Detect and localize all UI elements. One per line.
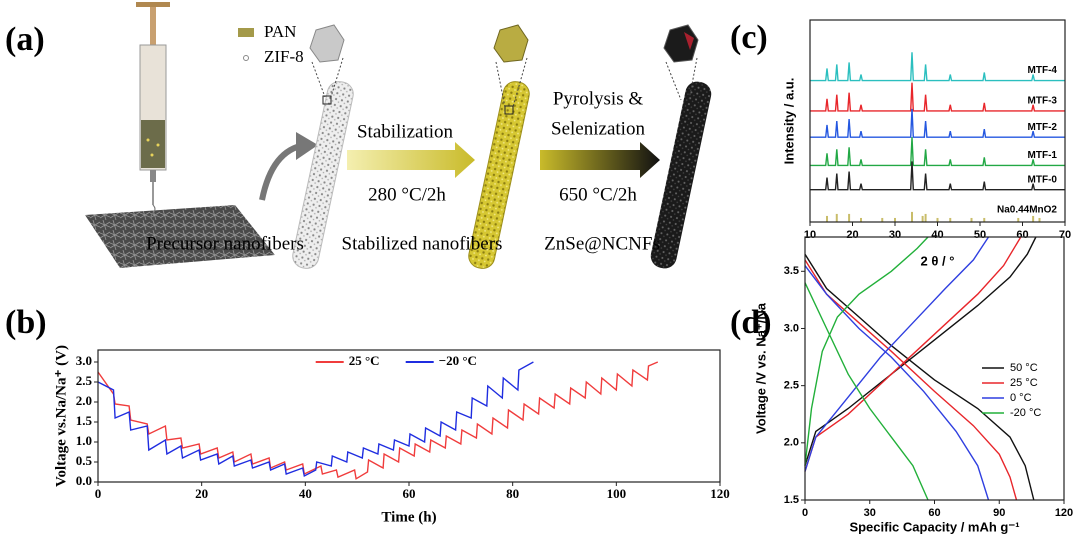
x-tick-label: 40 [931,229,943,241]
legend-label: 25 °C [1010,377,1038,389]
legend-label: 25 °C [349,353,380,368]
step-label: ZnSe@NCNFs [544,233,660,254]
x-tick-label: 20 [195,486,208,501]
x-tick-label: 30 [864,507,876,519]
arrow-label: Pyrolysis & [553,88,643,109]
plot-frame [98,350,720,482]
y-tick-label: 2.5 [784,380,799,392]
x-axis-label: 2 θ / ° [921,253,955,268]
x-tick-label: 120 [1055,507,1073,519]
syringe [136,2,170,221]
series-line [98,362,533,476]
zif-icon [244,56,249,61]
figure: (a) PAN ZIF-8 Stabilization 280 °C/2h P [0,0,1075,538]
series-label: Na0.44MnO2 [997,205,1057,216]
y-tick-label: 3.5 [784,265,799,277]
series-label: MTF-4 [1028,65,1058,76]
znse-crystal [664,25,698,62]
series-label: MTF-2 [1028,122,1058,133]
legend-label: -20 °C [1010,407,1041,419]
x-axis-label: Specific Capacity / mAh g⁻¹ [849,519,1019,534]
arrow-label: Selenization [551,118,645,139]
panel-label: (b) [5,304,47,341]
y-tick-label: 2.0 [76,393,92,408]
panel-label: (c) [730,19,768,56]
arrow-label: Stabilization [357,121,454,142]
arrow [540,142,660,178]
x-tick-label: 100 [607,486,627,501]
x-tick-label: 120 [710,486,730,501]
x-tick-label: 80 [506,486,519,501]
y-tick-label: 0.5 [76,453,93,468]
x-tick-label: 70 [1059,229,1071,241]
x-tick-label: 60 [928,507,940,519]
legend-label: 0 °C [1010,392,1032,404]
legend-label: −20 °C [439,353,477,368]
x-tick-label: 50 [974,229,986,241]
panel-label: (a) [5,21,45,58]
legend-label: 50 °C [1010,362,1038,374]
arrow [347,142,475,178]
x-tick-label: 10 [804,229,816,241]
series-label: MTF-0 [1028,174,1058,185]
x-tick-label: 40 [299,486,312,501]
y-tick-label: 1.5 [76,413,93,428]
chart: (b) 0 20 40 60 80 100 120 0.0 0.5 1.0 1.5 2.0 2.5 3.0 T… [5,304,730,526]
y-axis-label: Intensity / a.u. [781,78,796,165]
x-tick-label: 0 [802,507,808,519]
arrow-condition: 650 °C/2h [559,184,637,205]
panel-a: (a) PAN ZIF-8 Stabilization 280 °C/2h P [5,2,713,271]
y-tick-label: 2.5 [76,373,93,388]
x-tick-label: 60 [403,486,416,501]
x-tick-label: 0 [95,486,102,501]
legend-label: PAN [264,22,296,41]
y-tick-label: 2.0 [784,437,799,449]
legend-label: ZIF-8 [264,47,304,66]
y-tick-label: 3.0 [76,353,92,368]
y-tick-label: 0.0 [76,473,92,488]
chart: (c) 10 20 30 40 50 60 70 2 θ / ° Intensity / a.u.… [730,19,1071,269]
x-tick-label: 20 [846,229,858,241]
y-axis-label: Voltage /V vs. Na⁺/Na [753,302,768,434]
x-tick-label: 30 [889,229,901,241]
x-tick-label: 60 [1016,229,1028,241]
arrow-condition: 280 °C/2h [368,184,446,205]
zif-crystal [310,25,344,62]
y-tick-label: 1.5 [784,494,799,506]
step-label: Precursor nanofibers [146,233,304,254]
x-tick-label: 90 [993,507,1005,519]
series-label: MTF-3 [1028,96,1058,107]
series-label: MTF-1 [1028,150,1058,161]
pan-icon [238,28,254,37]
step-label: Stabilized nanofibers [342,233,503,254]
y-tick-label: 3.0 [784,322,799,334]
y-axis-label: Voltage vs.Na/Na⁺ (V) [53,345,69,487]
zif-crystal [494,25,528,62]
y-tick-label: 1.0 [76,433,92,448]
series-line [98,362,658,479]
x-axis-label: Time (h) [381,509,436,525]
